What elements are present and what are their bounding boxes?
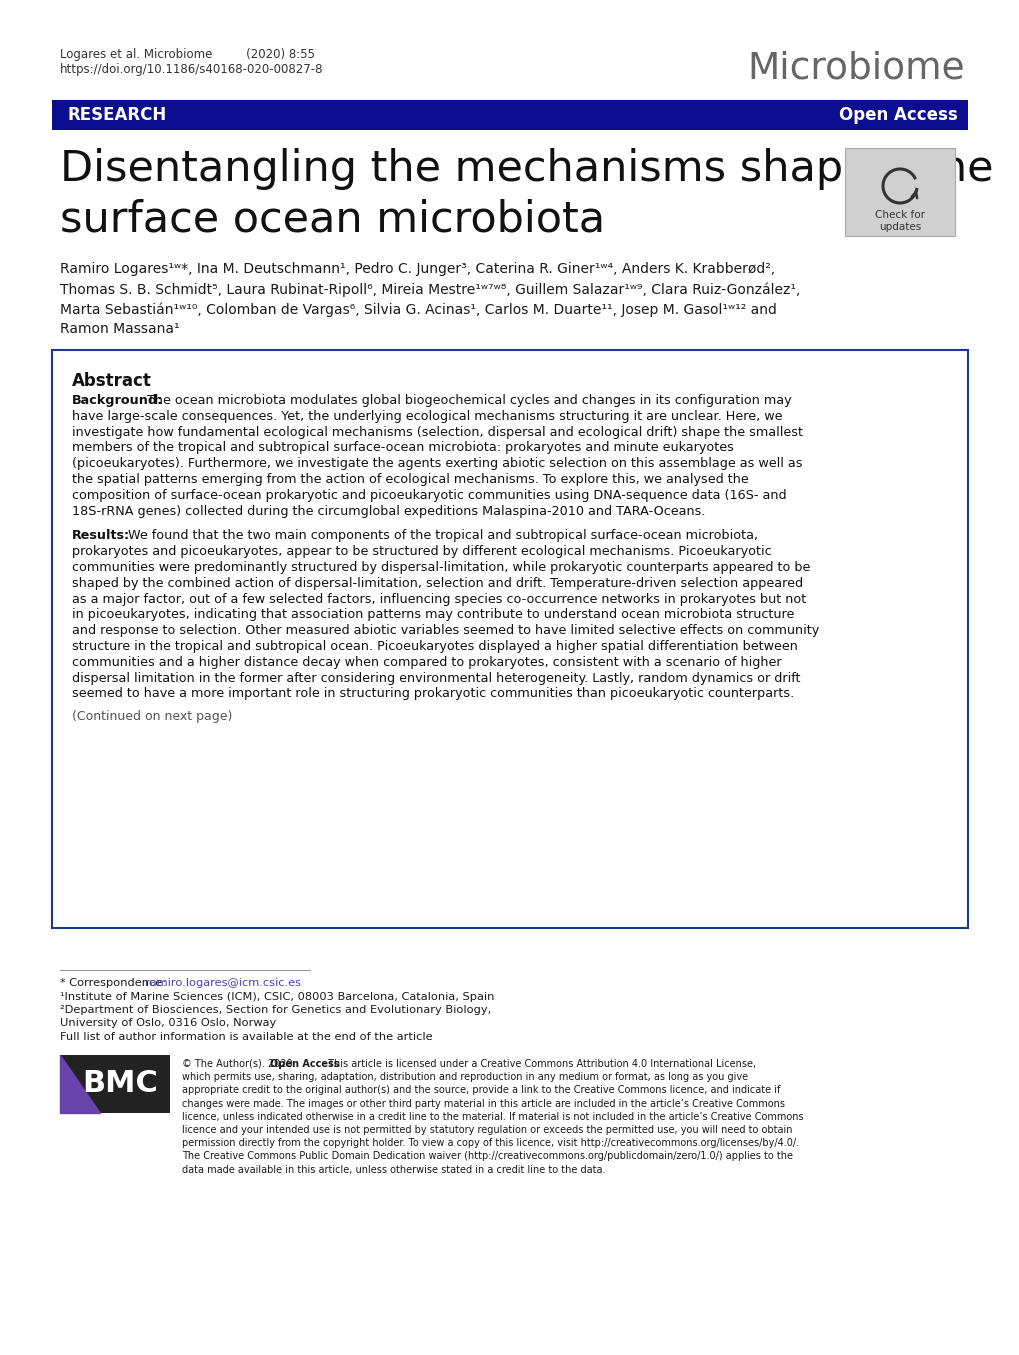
Text: University of Oslo, 0316 Oslo, Norway: University of Oslo, 0316 Oslo, Norway [60,1019,276,1028]
Text: have large-scale consequences. Yet, the underlying ecological mechanisms structu: have large-scale consequences. Yet, the … [72,409,782,423]
Text: ¹Institute of Marine Sciences (ICM), CSIC, 08003 Barcelona, Catalonia, Spain: ¹Institute of Marine Sciences (ICM), CSI… [60,992,494,1001]
Text: 18S-rRNA genes) collected during the circumglobal expeditions Malaspina-2010 and: 18S-rRNA genes) collected during the cir… [72,504,705,518]
Text: in picoeukaryotes, indicating that association patterns may contribute to unders: in picoeukaryotes, indicating that assoc… [72,608,794,622]
Text: investigate how fundamental ecological mechanisms (selection, dispersal and ecol: investigate how fundamental ecological m… [72,425,802,439]
Text: the spatial patterns emerging from the action of ecological mechanisms. To explo: the spatial patterns emerging from the a… [72,473,748,486]
Text: surface ocean microbiota: surface ocean microbiota [60,198,604,240]
Text: which permits use, sharing, adaptation, distribution and reproduction in any med: which permits use, sharing, adaptation, … [181,1072,747,1083]
FancyBboxPatch shape [844,148,954,236]
Text: Ramon Massana¹: Ramon Massana¹ [60,322,179,336]
Text: appropriate credit to the original author(s) and the source, provide a link to t: appropriate credit to the original autho… [181,1085,780,1095]
Text: Abstract: Abstract [72,373,152,390]
Text: Open Access: Open Access [270,1060,339,1069]
Text: licence and your intended use is not permitted by statutory regulation or exceed: licence and your intended use is not per… [181,1125,792,1135]
Text: Check for: Check for [874,210,924,220]
Text: We found that the two main components of the tropical and subtropical surface-oc: We found that the two main components of… [124,530,757,542]
Text: * Correspondence:: * Correspondence: [60,978,169,988]
Text: and response to selection. Other measured abiotic variables seemed to have limit: and response to selection. Other measure… [72,625,818,637]
Text: © The Author(s). 2020: © The Author(s). 2020 [181,1060,296,1069]
Text: as a major factor, out of a few selected factors, influencing species co-occurre: as a major factor, out of a few selected… [72,592,805,606]
Text: licence, unless indicated otherwise in a credit line to the material. If materia: licence, unless indicated otherwise in a… [181,1112,803,1122]
Text: changes were made. The images or other third party material in this article are : changes were made. The images or other t… [181,1099,785,1108]
Text: communities and a higher distance decay when compared to prokaryotes, consistent: communities and a higher distance decay … [72,656,781,669]
Text: Open Access: Open Access [839,106,957,125]
Text: Marta Sebastián¹ʷ¹⁰, Colomban de Vargas⁶, Silvia G. Acinas¹, Carlos M. Duarte¹¹,: Marta Sebastián¹ʷ¹⁰, Colomban de Vargas⁶… [60,302,776,317]
Text: This article is licensed under a Creative Commons Attribution 4.0 International : This article is licensed under a Creativ… [325,1060,755,1069]
Text: Logares et al. Microbiome         (2020) 8:55: Logares et al. Microbiome (2020) 8:55 [60,47,315,61]
Text: ²Department of Biosciences, Section for Genetics and Evolutionary Biology,: ²Department of Biosciences, Section for … [60,1005,491,1015]
Text: Ramiro Logares¹ʷ*, Ina M. Deutschmann¹, Pedro C. Junger³, Caterina R. Giner¹ʷ⁴, : Ramiro Logares¹ʷ*, Ina M. Deutschmann¹, … [60,262,774,276]
Text: dispersal limitation in the former after considering environmental heterogeneity: dispersal limitation in the former after… [72,672,800,684]
Text: seemed to have a more important role in structuring prokaryotic communities than: seemed to have a more important role in … [72,687,794,701]
Text: members of the tropical and subtropical surface-ocean microbiota: prokaryotes an: members of the tropical and subtropical … [72,442,733,454]
Text: Disentangling the mechanisms shaping the: Disentangling the mechanisms shaping the [60,148,993,190]
Text: (Continued on next page): (Continued on next page) [72,710,232,724]
Text: permission directly from the copyright holder. To view a copy of this licence, v: permission directly from the copyright h… [181,1138,798,1148]
Bar [60,1056,170,1112]
Text: composition of surface-ocean prokaryotic and picoeukaryotic communities using DN: composition of surface-ocean prokaryotic… [72,489,786,501]
Text: RESEARCH: RESEARCH [68,106,167,125]
Bar [52,100,967,130]
Text: The ocean microbiota modulates global biogeochemical cycles and changes in its c: The ocean microbiota modulates global bi… [143,394,791,406]
Text: The Creative Commons Public Domain Dedication waiver (http://creativecommons.org: The Creative Commons Public Domain Dedic… [181,1152,792,1161]
Text: BMC: BMC [82,1069,158,1099]
Text: https://doi.org/10.1186/s40168-020-00827-8: https://doi.org/10.1186/s40168-020-00827… [60,62,323,76]
Text: ramiro.logares@icm.csic.es: ramiro.logares@icm.csic.es [145,978,301,988]
Text: Background:: Background: [72,394,163,406]
Text: data made available in this article, unless otherwise stated in a credit line to: data made available in this article, unl… [181,1164,605,1175]
Text: Thomas S. B. Schmidt⁵, Laura Rubinat-Ripoll⁶, Mireia Mestre¹ʷ⁷ʷ⁸, Guillem Salaza: Thomas S. B. Schmidt⁵, Laura Rubinat-Rip… [60,282,800,297]
Text: structure in the tropical and subtropical ocean. Picoeukaryotes displayed a high: structure in the tropical and subtropica… [72,640,797,653]
Text: shaped by the combined action of dispersal-limitation, selection and drift. Temp: shaped by the combined action of dispers… [72,577,802,589]
Text: prokaryotes and picoeukaryotes, appear to be structured by different ecological : prokaryotes and picoeukaryotes, appear t… [72,545,770,558]
FancyBboxPatch shape [52,350,967,928]
Text: Microbiome: Microbiome [747,50,964,85]
Text: communities were predominantly structured by dispersal-limitation, while prokary: communities were predominantly structure… [72,561,809,575]
Text: (picoeukaryotes). Furthermore, we investigate the agents exerting abiotic select: (picoeukaryotes). Furthermore, we invest… [72,457,802,470]
Text: Full list of author information is available at the end of the article: Full list of author information is avail… [60,1033,432,1042]
Text: Results:: Results: [72,530,130,542]
Text: updates: updates [878,222,920,232]
Polygon shape [60,1056,100,1112]
